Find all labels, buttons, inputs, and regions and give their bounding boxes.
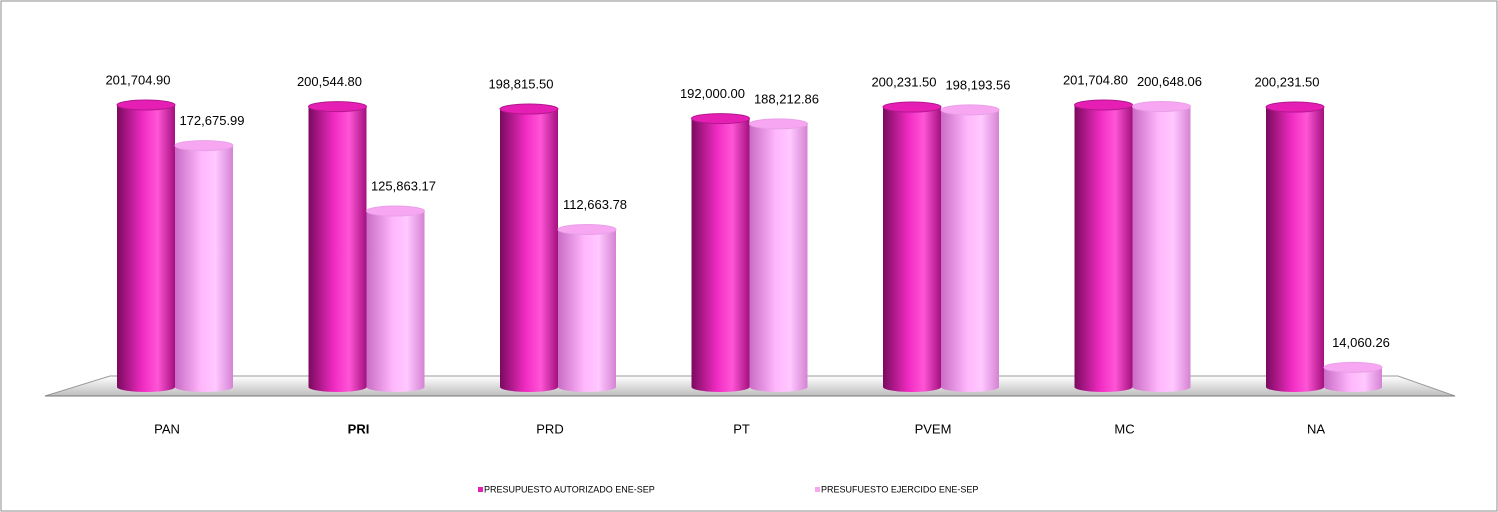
value-label: 201,704.90 bbox=[105, 72, 170, 87]
bar-base bbox=[749, 382, 808, 392]
bar-cap bbox=[882, 101, 942, 113]
bar-cap bbox=[308, 101, 367, 113]
bar-base bbox=[941, 382, 999, 392]
bar-base bbox=[117, 382, 175, 392]
value-label: 198,815.50 bbox=[488, 76, 553, 91]
legend-swatch bbox=[815, 487, 820, 492]
x-tick-label: MC bbox=[1114, 421, 1134, 436]
x-tick-label: PVEM bbox=[915, 421, 952, 436]
bar bbox=[500, 109, 558, 388]
bar-base bbox=[883, 382, 941, 392]
x-tick-label: PT bbox=[733, 421, 750, 436]
bar bbox=[1132, 106, 1191, 388]
value-label: 112,663.78 bbox=[563, 197, 627, 212]
bar bbox=[883, 107, 941, 387]
bar-base bbox=[1266, 382, 1324, 392]
bar-base bbox=[366, 382, 425, 392]
bar bbox=[749, 123, 808, 387]
legend-swatch bbox=[478, 487, 483, 492]
x-tick-label: NA bbox=[1307, 421, 1325, 436]
bar-cap bbox=[366, 205, 425, 217]
bar-cap bbox=[940, 104, 1000, 116]
bar bbox=[1266, 107, 1324, 387]
value-label: 192,000.00 bbox=[680, 86, 745, 101]
value-label: 200,648.06 bbox=[1137, 74, 1202, 89]
value-label: 14,060.26 bbox=[1332, 335, 1390, 350]
value-label: 125,863.17 bbox=[371, 178, 436, 193]
bar-cap bbox=[1132, 100, 1191, 112]
bar-cap bbox=[749, 118, 808, 130]
bar-base bbox=[1132, 382, 1191, 392]
value-label: 198,193.56 bbox=[945, 77, 1010, 92]
value-label: 188,212.86 bbox=[754, 91, 819, 106]
bar bbox=[691, 118, 750, 388]
bar-base bbox=[500, 382, 558, 392]
bar-base bbox=[1074, 382, 1133, 392]
bar-base bbox=[308, 382, 367, 392]
legend-label: PRESUFUESTO EJERCIDO ENE-SEP bbox=[821, 484, 978, 494]
bar-cap bbox=[557, 223, 617, 235]
bar bbox=[1074, 105, 1133, 388]
bar-base bbox=[175, 382, 233, 392]
bar bbox=[366, 211, 425, 387]
bar bbox=[941, 109, 999, 387]
bar bbox=[558, 229, 616, 387]
x-tick-label: PRI bbox=[348, 421, 370, 436]
bar-base bbox=[1324, 382, 1382, 392]
value-label: 172,675.99 bbox=[179, 113, 244, 128]
bar bbox=[175, 145, 233, 387]
bar-base bbox=[691, 382, 750, 392]
value-label: 200,544.80 bbox=[297, 74, 362, 89]
bar-cap bbox=[1265, 101, 1325, 113]
bar-cap bbox=[174, 140, 234, 152]
x-tick-label: PAN bbox=[154, 421, 180, 436]
bar bbox=[308, 106, 367, 387]
bar bbox=[117, 105, 175, 387]
bar-base bbox=[558, 382, 616, 392]
bar bbox=[1324, 367, 1382, 387]
legend-label: PRESUPUESTO AUTORIZADO ENE-SEP bbox=[484, 484, 655, 494]
value-label: 201,704.80 bbox=[1063, 72, 1128, 87]
bar-cap bbox=[1074, 99, 1133, 111]
bar-cap bbox=[691, 113, 750, 125]
bar-cap bbox=[116, 99, 176, 111]
value-label: 200,231.50 bbox=[871, 74, 936, 89]
bar-cap bbox=[499, 103, 559, 115]
x-tick-label: PRD bbox=[536, 421, 563, 436]
value-label: 200,231.50 bbox=[1254, 74, 1319, 89]
bar-cap bbox=[1323, 361, 1383, 373]
